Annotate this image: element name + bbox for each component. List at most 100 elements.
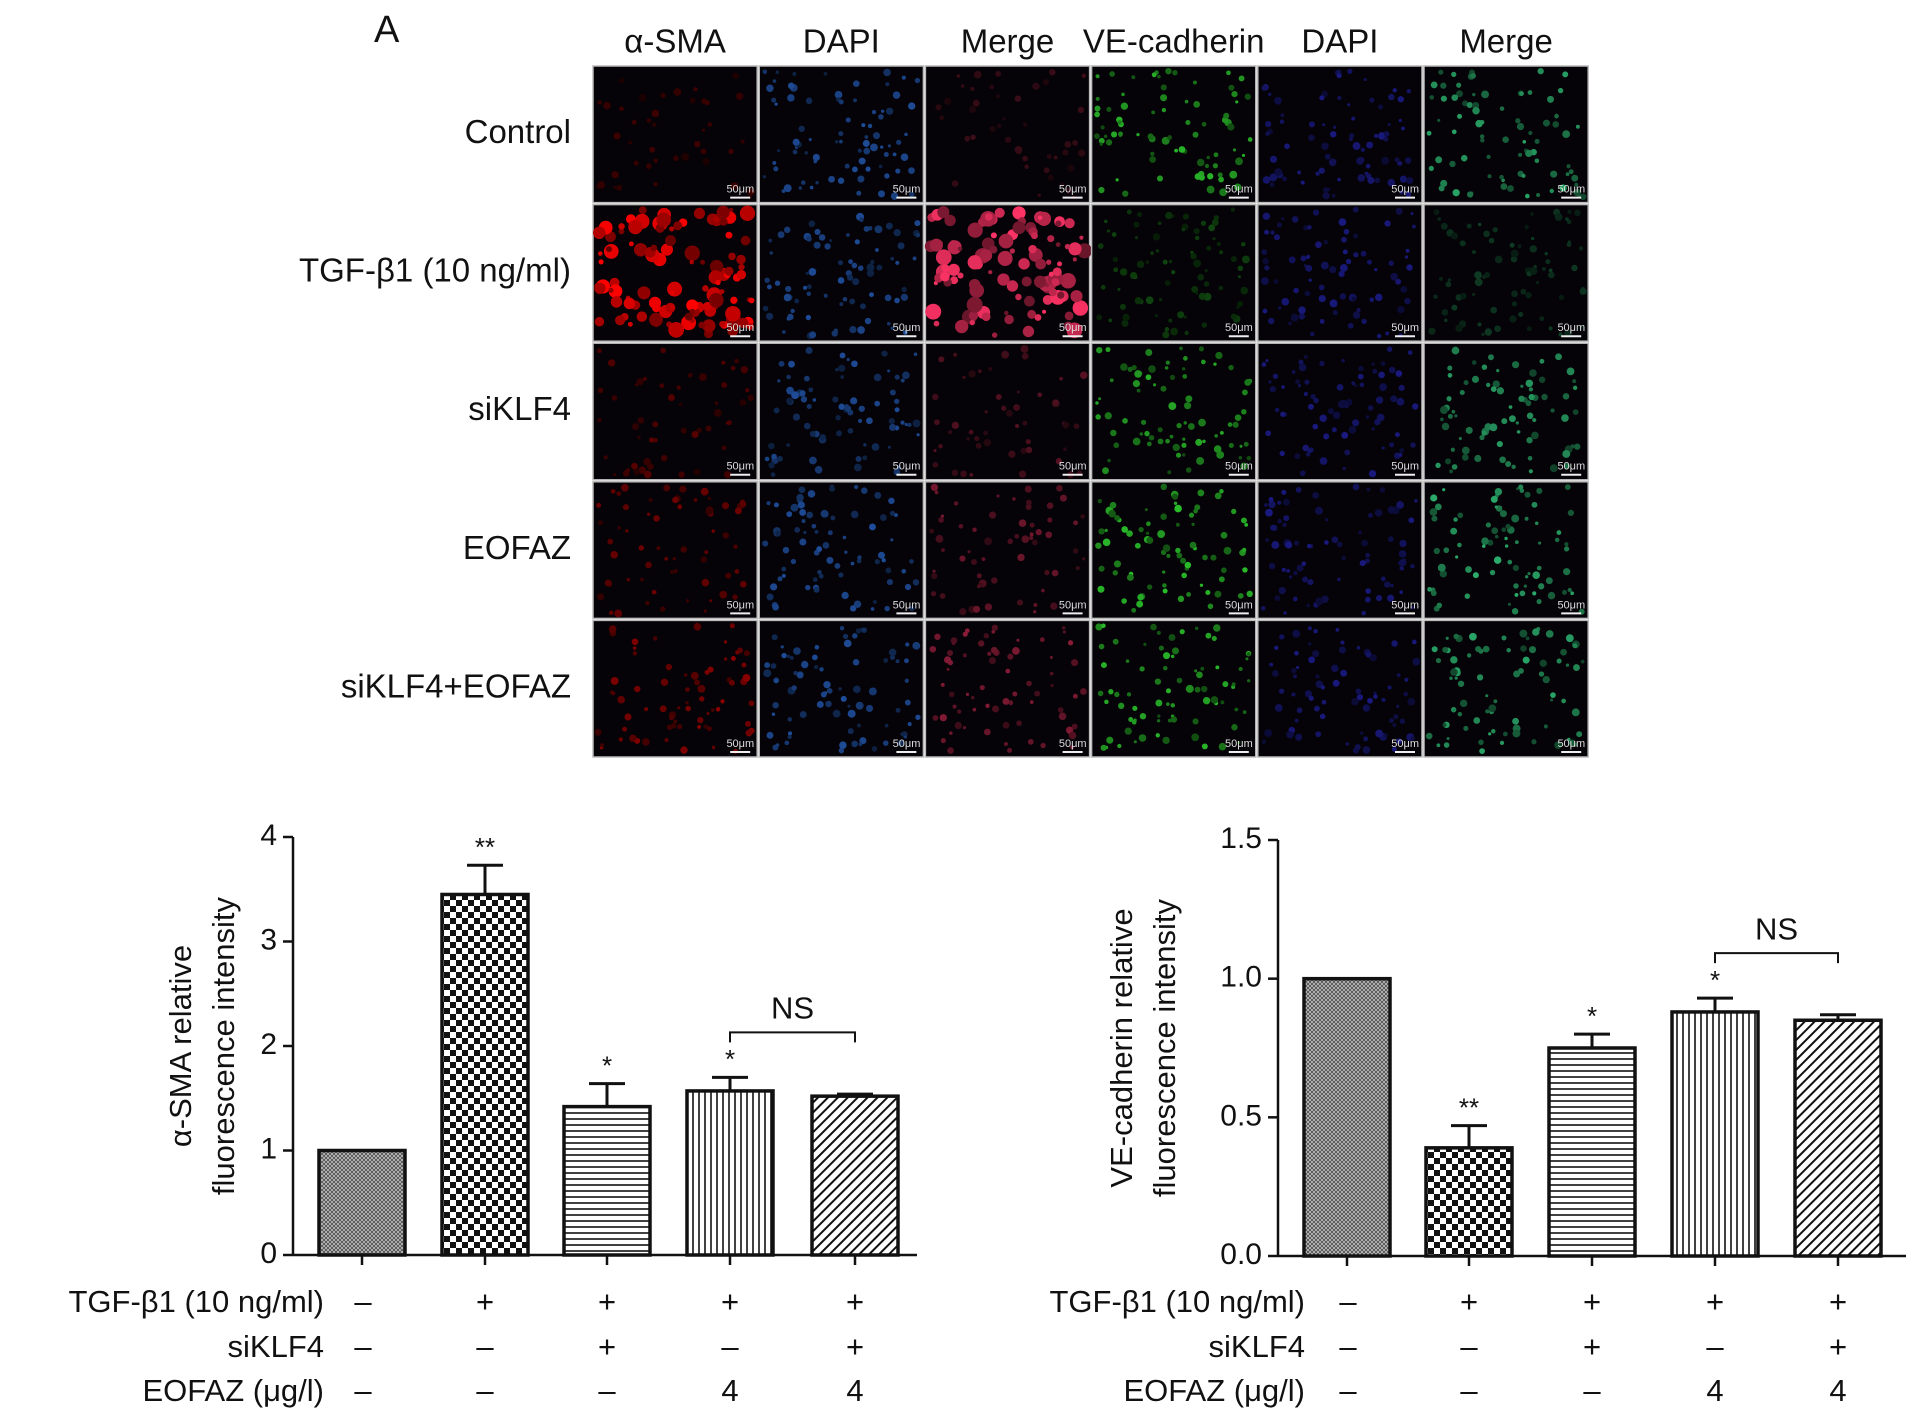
cell — [1554, 537, 1560, 543]
cell — [1168, 402, 1177, 411]
cell — [1451, 304, 1458, 311]
cell — [1358, 365, 1364, 372]
condition-name: siKLF4 — [1209, 1329, 1305, 1364]
cell — [664, 738, 669, 743]
cell — [608, 625, 617, 633]
cell — [1024, 295, 1035, 307]
cell — [1396, 673, 1401, 678]
cell — [812, 398, 817, 402]
cell — [866, 269, 875, 277]
cell — [1512, 729, 1521, 738]
micrograph-bg — [1423, 342, 1589, 481]
cell — [1562, 130, 1571, 139]
cell — [1034, 314, 1042, 321]
cell — [699, 696, 705, 702]
cell — [981, 312, 991, 322]
cell — [616, 491, 622, 497]
cell — [901, 75, 906, 80]
cell — [1457, 512, 1464, 519]
cell — [700, 148, 707, 155]
cell — [681, 153, 690, 161]
cell — [1518, 484, 1524, 490]
cell — [1360, 250, 1367, 257]
cell — [1398, 384, 1405, 391]
cell — [962, 725, 967, 730]
cell — [1047, 517, 1053, 523]
cell — [1022, 122, 1028, 127]
cell — [1367, 697, 1373, 704]
cell — [861, 487, 868, 494]
bracket — [1714, 952, 1839, 964]
cell — [1341, 555, 1346, 561]
cell — [1134, 236, 1139, 240]
cell — [874, 225, 883, 234]
cell — [1463, 380, 1469, 386]
cell — [1121, 92, 1125, 97]
cell — [1215, 665, 1220, 670]
cell — [1351, 381, 1356, 386]
cell — [631, 119, 637, 125]
cell — [894, 297, 900, 304]
cell — [1385, 331, 1390, 336]
cell — [811, 523, 817, 529]
cell — [719, 217, 728, 226]
cell — [1471, 375, 1480, 383]
cell — [1572, 643, 1578, 649]
cell — [1047, 174, 1054, 181]
cell — [812, 153, 820, 162]
cell — [1463, 725, 1469, 731]
cell — [1060, 273, 1076, 289]
cell — [1177, 311, 1185, 319]
cell — [1146, 584, 1153, 590]
cell — [1095, 414, 1101, 420]
cell — [1455, 555, 1459, 559]
cell — [1179, 346, 1183, 351]
cell — [637, 286, 651, 300]
y-tick-label: 1.5 — [1220, 822, 1262, 855]
cell — [1339, 264, 1348, 272]
cell — [1231, 508, 1237, 515]
cell — [1097, 498, 1103, 504]
cell — [1520, 384, 1524, 388]
cell — [1548, 326, 1553, 331]
cell — [723, 657, 728, 661]
cell — [703, 609, 707, 613]
cell — [1126, 530, 1133, 537]
cell — [1094, 105, 1101, 112]
cell — [1150, 623, 1157, 631]
cell — [1490, 495, 1498, 503]
cell — [808, 268, 817, 276]
cell — [1475, 119, 1483, 128]
cell — [1554, 741, 1562, 749]
cell — [1048, 288, 1057, 297]
cell — [1204, 269, 1208, 273]
cell — [1066, 322, 1083, 339]
cell — [1471, 360, 1477, 365]
cell — [1381, 446, 1385, 450]
cell — [798, 486, 806, 494]
cell — [1527, 455, 1533, 461]
cell — [1549, 188, 1554, 194]
cell — [1410, 442, 1416, 448]
cell — [1136, 260, 1145, 269]
cell — [1411, 403, 1419, 410]
cell — [685, 701, 689, 705]
error-bar — [1451, 1124, 1487, 1148]
cell — [780, 645, 784, 649]
cell — [771, 97, 777, 103]
cell — [729, 623, 735, 629]
cell — [1072, 693, 1078, 699]
cell — [792, 138, 800, 146]
cell — [1536, 193, 1541, 198]
cell — [929, 645, 937, 653]
cell — [629, 734, 637, 742]
cell — [1457, 680, 1465, 687]
cell — [1105, 347, 1111, 353]
cell — [1199, 583, 1204, 587]
cell — [975, 442, 982, 449]
cell — [1562, 71, 1569, 78]
condition-level: + — [846, 1284, 864, 1319]
cell — [1472, 92, 1476, 97]
cell — [1410, 736, 1415, 741]
cell — [1282, 176, 1287, 182]
